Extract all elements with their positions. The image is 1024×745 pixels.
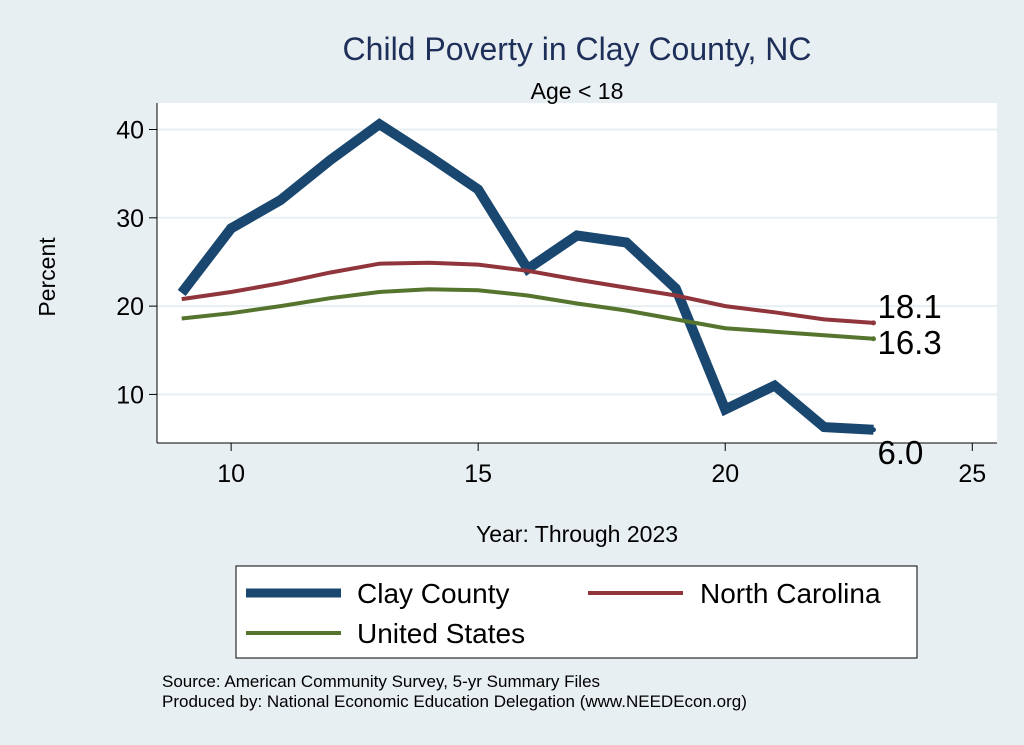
legend-label-north-carolina: North Carolina — [700, 578, 881, 609]
y-tick-label-20: 20 — [116, 293, 144, 321]
y-tick-label-40: 40 — [116, 116, 144, 144]
chart-title: Child Poverty in Clay County, NC — [343, 31, 812, 67]
legend-label-united-states: United States — [357, 618, 525, 649]
series-layer — [177, 118, 876, 435]
x-tick-label-10: 10 — [217, 460, 245, 488]
legend: Clay County North Carolina United States — [235, 565, 918, 659]
x-tick-label-20: 20 — [711, 460, 739, 488]
series-line-north-carolina — [181, 260, 874, 325]
source-note: Source: American Community Survey, 5-yr … — [162, 672, 601, 691]
x-tick-label-25: 25 — [958, 460, 986, 488]
plot-area — [157, 103, 997, 443]
end-label-clay-county: 6.0 — [877, 434, 923, 471]
end-marker-clay-county — [870, 427, 876, 433]
x-axis-label: Year: Through 2023 — [476, 521, 678, 547]
end-label-north-carolina: 18.1 — [877, 288, 941, 325]
legend-box — [235, 565, 918, 659]
end-label-united-states: 16.3 — [877, 324, 941, 361]
series-line-united-states — [181, 287, 874, 341]
axes: 10 20 30 40 10 15 20 25 — [116, 103, 997, 488]
legend-label-clay-county: Clay County — [357, 578, 510, 609]
end-labels: 6.0 18.116.3 — [877, 288, 941, 471]
producer-note: Produced by: National Economic Education… — [162, 692, 747, 711]
x-tick-label-15: 15 — [464, 460, 492, 488]
grid — [157, 128, 997, 396]
end-marker-north-carolina — [870, 320, 876, 326]
y-axis-label: Percent — [34, 237, 60, 317]
chart-subtitle: Age < 18 — [531, 78, 624, 104]
y-tick-label-30: 30 — [116, 205, 144, 233]
end-marker-united-states — [870, 336, 876, 342]
y-tick-label-10: 10 — [116, 381, 144, 409]
